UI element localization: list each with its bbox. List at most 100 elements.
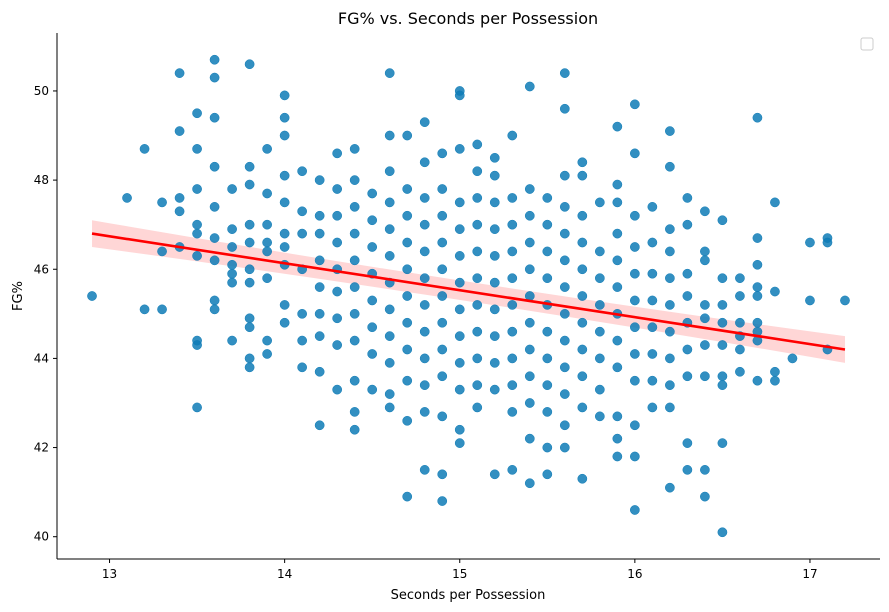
data-point bbox=[630, 99, 640, 110]
data-point bbox=[314, 308, 325, 319]
data-point bbox=[314, 210, 325, 221]
data-point bbox=[384, 331, 395, 341]
data-point bbox=[437, 291, 448, 301]
x-axis-title: Seconds per Possession bbox=[391, 588, 546, 603]
data-point bbox=[472, 166, 483, 177]
data-point bbox=[419, 193, 430, 203]
data-point bbox=[472, 219, 483, 230]
data-point bbox=[314, 255, 325, 266]
data-point bbox=[279, 242, 290, 252]
data-point bbox=[384, 68, 395, 78]
data-point bbox=[244, 353, 255, 364]
data-point bbox=[752, 375, 763, 386]
regression-line-layer bbox=[91, 232, 846, 351]
data-point bbox=[700, 491, 710, 502]
data-point bbox=[577, 371, 588, 382]
data-point bbox=[559, 362, 570, 373]
data-point bbox=[279, 112, 290, 123]
data-point bbox=[524, 398, 535, 408]
axes-layer bbox=[56, 33, 880, 560]
data-point bbox=[174, 206, 185, 217]
data-point bbox=[437, 371, 448, 382]
data-point bbox=[489, 277, 500, 288]
data-point bbox=[209, 72, 220, 83]
data-point bbox=[665, 326, 675, 337]
data-point bbox=[192, 340, 202, 350]
data-point bbox=[454, 90, 465, 101]
data-point bbox=[454, 144, 465, 154]
data-point bbox=[665, 402, 675, 413]
data-point bbox=[542, 407, 553, 417]
data-point bbox=[700, 340, 710, 350]
data-point bbox=[262, 246, 272, 257]
data-point bbox=[594, 384, 605, 395]
data-point bbox=[209, 112, 220, 123]
data-point bbox=[524, 317, 535, 328]
data-point bbox=[682, 219, 693, 230]
data-point bbox=[630, 295, 640, 306]
data-point bbox=[700, 371, 710, 382]
data-point bbox=[244, 313, 255, 324]
data-point bbox=[752, 291, 763, 301]
data-point bbox=[559, 228, 570, 239]
data-point bbox=[612, 433, 623, 444]
data-point bbox=[594, 326, 605, 337]
data-point bbox=[524, 371, 535, 382]
data-point bbox=[402, 344, 413, 355]
data-point bbox=[700, 246, 710, 257]
data-point bbox=[577, 402, 588, 413]
data-point bbox=[682, 464, 693, 475]
data-point bbox=[227, 224, 237, 234]
data-point bbox=[717, 371, 728, 382]
data-point bbox=[682, 344, 693, 355]
data-point bbox=[437, 496, 448, 506]
data-point bbox=[279, 228, 290, 239]
data-point bbox=[227, 184, 237, 194]
data-point bbox=[419, 353, 430, 364]
data-point bbox=[559, 335, 570, 346]
data-point bbox=[297, 166, 307, 177]
data-point bbox=[542, 193, 553, 203]
data-point bbox=[297, 228, 307, 239]
data-point bbox=[384, 166, 395, 177]
y-tick-label: 46 bbox=[34, 262, 49, 276]
data-point bbox=[630, 322, 640, 333]
data-point bbox=[454, 277, 465, 288]
data-point bbox=[594, 246, 605, 257]
data-point bbox=[349, 144, 360, 154]
data-point bbox=[507, 407, 518, 417]
data-point bbox=[227, 259, 237, 270]
data-point bbox=[437, 184, 448, 194]
data-point bbox=[682, 291, 693, 301]
data-point bbox=[665, 273, 675, 284]
data-point bbox=[630, 268, 640, 279]
data-point bbox=[507, 380, 518, 391]
data-point bbox=[174, 193, 185, 203]
data-point bbox=[559, 389, 570, 399]
data-point bbox=[297, 308, 307, 319]
data-point bbox=[630, 451, 640, 462]
data-point bbox=[717, 380, 728, 391]
data-point bbox=[472, 273, 483, 284]
data-point bbox=[665, 246, 675, 257]
data-point bbox=[805, 237, 815, 248]
data-point bbox=[244, 322, 255, 333]
data-point bbox=[437, 411, 448, 422]
data-point bbox=[384, 389, 395, 399]
data-point bbox=[489, 251, 500, 261]
data-point bbox=[332, 148, 343, 159]
data-point bbox=[122, 193, 132, 203]
data-point bbox=[489, 331, 500, 341]
data-point bbox=[507, 219, 518, 230]
data-point bbox=[682, 268, 693, 279]
data-point bbox=[419, 157, 430, 168]
data-point bbox=[507, 246, 518, 257]
data-point bbox=[577, 170, 588, 181]
data-point bbox=[735, 273, 745, 284]
data-point bbox=[630, 210, 640, 221]
data-point bbox=[665, 482, 675, 493]
data-point bbox=[349, 228, 360, 239]
data-point bbox=[244, 179, 255, 190]
data-point bbox=[489, 170, 500, 181]
